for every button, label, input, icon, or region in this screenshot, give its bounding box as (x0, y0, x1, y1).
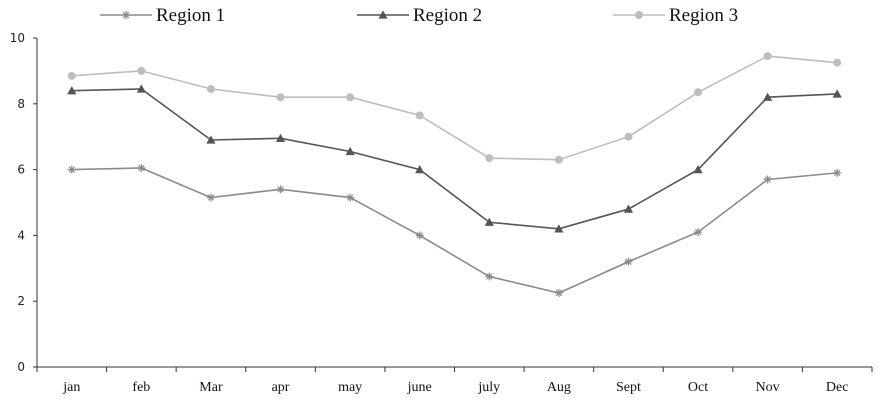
data-point (485, 154, 494, 163)
legend-entry: Region 2 (357, 5, 482, 26)
y-tick-label: 2 (17, 294, 25, 308)
series-layer (67, 52, 842, 297)
data-point (206, 193, 215, 202)
data-point (415, 111, 424, 120)
legend-label: Region 3 (669, 5, 738, 26)
data-point (623, 204, 634, 213)
series-2 (67, 84, 842, 233)
x-tick-label: june (407, 380, 432, 395)
x-tick-label: may (338, 380, 362, 395)
data-point (833, 58, 842, 67)
x-tick-label: july (477, 380, 500, 395)
data-point (694, 88, 703, 97)
data-point (276, 185, 285, 194)
data-point (136, 84, 146, 93)
y-tick-label: 4 (17, 228, 25, 242)
legend: Region 1 Region 2 Region 3 (100, 5, 738, 26)
legend-label: Region 2 (413, 5, 482, 26)
legend-label: Region 1 (156, 5, 225, 26)
data-point (485, 272, 494, 281)
data-point (763, 92, 773, 101)
data-point (484, 217, 494, 226)
data-point (345, 146, 355, 156)
data-point (832, 89, 842, 98)
data-point (415, 165, 425, 174)
axes: 0 2 4 6 8 10 jan feb Mar apr may june july Aug Sept Oct… (10, 31, 873, 395)
data-point (763, 175, 772, 184)
data-point (554, 224, 564, 233)
data-point (763, 52, 772, 61)
x-tick-label: Dec (826, 380, 849, 395)
data-point (137, 163, 146, 172)
data-point (346, 193, 355, 202)
series-line (71, 167, 838, 294)
data-point (276, 93, 285, 102)
data-point (554, 288, 563, 297)
x-tick-label: Mar (199, 380, 223, 395)
legend-marker (635, 11, 643, 19)
data-point (346, 93, 355, 102)
y-tick-label: 10 (10, 31, 25, 45)
data-point (206, 135, 216, 144)
x-tick-label: jan (62, 380, 80, 395)
data-point (137, 66, 146, 75)
data-point (624, 257, 633, 266)
legend-marker (122, 11, 130, 19)
series-3 (67, 52, 842, 164)
x-tick-label: apr (272, 380, 290, 395)
series-line (71, 88, 838, 230)
x-tick-label: feb (132, 380, 150, 395)
x-tick-label: Oct (688, 380, 708, 395)
data-point (693, 165, 703, 174)
legend-entry: Region 3 (613, 5, 738, 26)
series-line (71, 55, 838, 161)
data-point (415, 231, 424, 240)
data-point (67, 165, 76, 174)
y-tick-label: 8 (17, 97, 25, 111)
data-point (67, 86, 77, 95)
data-point (694, 228, 703, 237)
data-point (67, 71, 76, 80)
x-tick-label: Aug (547, 380, 571, 395)
x-tick-label: Nov (756, 380, 780, 395)
y-tick-label: 0 (17, 360, 25, 374)
series-1 (67, 163, 842, 297)
legend-entry: Region 1 (100, 5, 225, 26)
x-tick-label: Sept (616, 380, 641, 395)
data-point (554, 155, 563, 164)
legend-marker (378, 10, 388, 19)
y-tick-label: 6 (17, 163, 25, 177)
data-point (624, 132, 633, 141)
data-point (833, 168, 842, 177)
data-point (206, 84, 215, 93)
data-point (275, 133, 286, 143)
